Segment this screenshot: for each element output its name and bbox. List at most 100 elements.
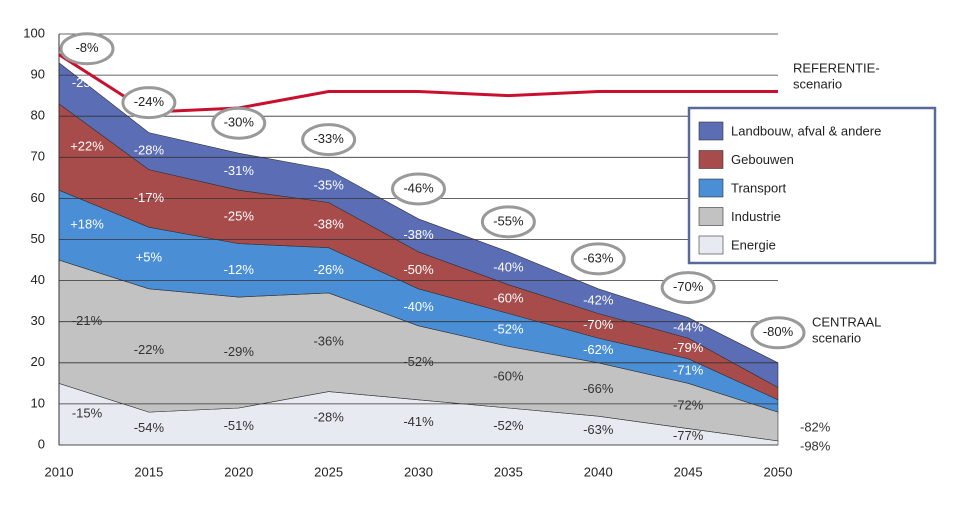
segment-label: -60% (493, 369, 524, 384)
annotation: REFERENTIE- (793, 60, 880, 75)
segment-label: -50% (403, 262, 434, 277)
y-tick-label: 90 (31, 67, 45, 82)
segment-label: +5% (136, 249, 163, 264)
segment-label: -52% (493, 418, 524, 433)
segment-label: -52% (493, 321, 524, 336)
x-tick-label: 2050 (764, 464, 793, 479)
segment-label: -26% (313, 262, 344, 277)
total-circle (480, 205, 536, 239)
y-tick-label: 100 (23, 25, 45, 40)
annotation: CENTRAAL (812, 314, 881, 329)
legend-swatch (698, 178, 724, 198)
legend-label: Landbouw, afval & andere (731, 123, 881, 138)
segment-label: -46% (800, 359, 831, 374)
segment-label: +22% (70, 138, 104, 153)
x-tick-label: 2010 (45, 464, 74, 479)
segment-label: -51% (224, 418, 255, 433)
segment-label: -62% (583, 342, 614, 357)
x-tick-label: 2025 (314, 464, 343, 479)
segment-label: -82% (800, 419, 831, 434)
segment-label: +18% (70, 217, 104, 232)
x-tick-label: 2020 (224, 464, 253, 479)
segment-label: -22% (134, 342, 165, 357)
y-tick-label: 40 (31, 272, 45, 287)
total-circle (59, 32, 115, 66)
x-tick-label: 2045 (674, 464, 703, 479)
annotation: scenario (812, 330, 861, 345)
y-tick-label: 30 (31, 313, 45, 328)
y-tick-label: 0 (38, 436, 45, 451)
annotation: scenario (793, 76, 842, 91)
segment-label: -63% (583, 422, 614, 437)
segment-label: -41% (403, 414, 434, 429)
segment-label: -28% (313, 410, 344, 425)
segment-label: -40% (403, 299, 434, 314)
y-tick-label: 80 (31, 108, 45, 123)
segment-label: -79% (800, 400, 831, 415)
segment-label: -21% (72, 313, 103, 328)
y-tick-label: 70 (31, 149, 45, 164)
segment-label: -42% (583, 293, 614, 308)
total-circle (660, 271, 716, 305)
total-label: -80% (763, 324, 794, 339)
segment-label: -36% (313, 334, 344, 349)
total-label: -63% (583, 250, 614, 265)
total-label: -55% (493, 213, 524, 228)
legend-swatch (698, 207, 724, 226)
y-tick-label: 50 (31, 231, 45, 246)
x-tick-label: 2015 (134, 464, 163, 479)
legend-label: Industrie (731, 209, 781, 224)
segment-label: -12% (224, 262, 255, 277)
segment-label: -25% (72, 75, 103, 90)
total-circle (750, 316, 806, 350)
x-tick-label: 2030 (404, 464, 433, 479)
segment-label: -79% (673, 340, 704, 355)
segment-label: -35% (313, 178, 344, 193)
segment-label: -17% (134, 190, 165, 205)
legend-label: Energie (731, 237, 776, 252)
segment-label: -87% (800, 379, 831, 394)
legend-label: Transport (731, 180, 787, 195)
legend-swatch (698, 150, 724, 169)
y-tick-label: 20 (31, 354, 45, 369)
total-circle (391, 172, 446, 206)
legend-box (687, 106, 937, 265)
total-circle (570, 242, 626, 276)
segment-label: -31% (224, 163, 255, 178)
total-label: -70% (673, 279, 704, 294)
legend-swatch (698, 235, 724, 255)
legend-label: Gebouwen (731, 152, 794, 167)
y-tick-label: 10 (31, 395, 45, 410)
total-label: -24% (134, 94, 165, 109)
area (58, 62, 779, 388)
total-circle (301, 123, 357, 157)
segment-label: -52% (403, 354, 434, 369)
total-circle (211, 106, 267, 140)
segment-label: -70% (583, 317, 614, 332)
total-label: -46% (403, 180, 434, 195)
total-label: -33% (313, 131, 344, 146)
total-label: -30% (224, 115, 255, 130)
segment-label: -15% (72, 406, 103, 421)
segment-label: -40% (493, 260, 524, 275)
segment-label: -54% (134, 420, 165, 435)
segment-label: -44% (673, 319, 704, 334)
y-tick-label: 60 (31, 190, 45, 205)
x-tick-label: 2035 (494, 464, 523, 479)
total-label: -8% (75, 40, 99, 55)
segment-label: -77% (673, 428, 704, 443)
segment-label: -38% (403, 227, 434, 242)
segment-label: -28% (134, 143, 165, 158)
segment-label: -71% (673, 362, 704, 377)
total-circle (121, 86, 177, 120)
segment-label: -38% (313, 217, 344, 232)
segment-label: -60% (493, 291, 524, 306)
segment-label: -29% (224, 344, 255, 359)
x-tick-label: 2040 (584, 464, 613, 479)
segment-label: -66% (583, 381, 614, 396)
segment-label: -98% (800, 438, 831, 453)
reference-line (58, 53, 778, 114)
legend-swatch (698, 121, 724, 141)
segment-label: -25% (224, 208, 255, 223)
